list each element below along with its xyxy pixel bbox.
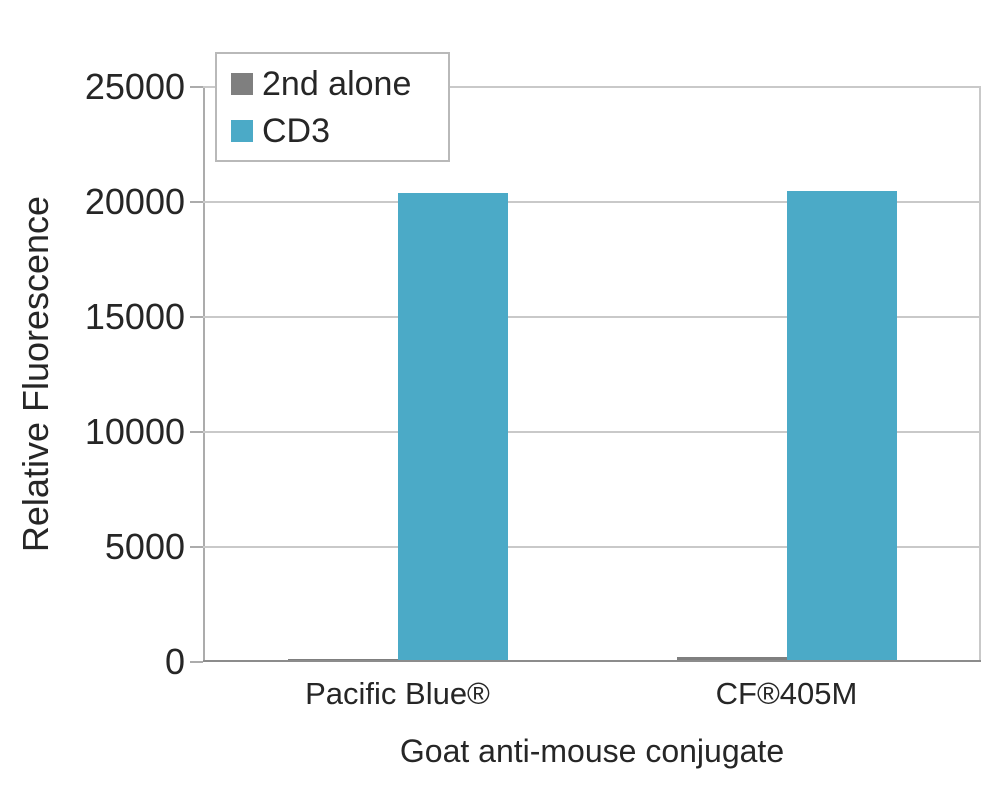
legend-swatch-cd3	[231, 119, 253, 142]
y-axis-tick	[190, 546, 203, 548]
y-axis-title: Relative Fluorescence	[15, 195, 56, 553]
gridline	[203, 546, 981, 548]
y-axis-tick	[190, 661, 203, 663]
bar-cd3-cf-405m	[786, 190, 897, 662]
gridline	[203, 86, 981, 88]
y-tick-label: 5000	[104, 526, 185, 567]
x-axis-title: Goat anti-mouse conjugate	[399, 733, 785, 769]
y-axis-tick	[190, 431, 203, 433]
plot-area	[203, 87, 981, 662]
y-axis-tick	[190, 201, 203, 203]
legend-swatch-2nd-alone	[231, 72, 253, 95]
legend-item-2nd-alone: 2nd alone	[231, 65, 448, 103]
y-tick-label: 25000	[84, 66, 185, 107]
y-tick-label: 15000	[84, 296, 185, 337]
bar-2nd-alone-cf-405m	[676, 657, 787, 662]
gridline	[203, 316, 981, 318]
y-axis-tick	[190, 86, 203, 88]
x-axis-line	[203, 660, 981, 662]
legend-label-cd3: CD3	[262, 111, 331, 150]
x-category-label: CF®405M	[715, 676, 858, 711]
bar-cd3-pacific-blue	[397, 192, 508, 662]
legend-label-2nd-alone: 2nd alone	[262, 64, 412, 103]
gridline	[203, 431, 981, 433]
x-category-label: Pacific Blue®	[305, 676, 490, 711]
y-tick-label: 0	[164, 641, 185, 682]
y-tick-label: 10000	[84, 411, 185, 452]
y-tick-label: 20000	[84, 181, 185, 222]
gridline	[203, 201, 981, 203]
legend: 2nd alone CD3	[215, 52, 450, 162]
y-axis-tick	[190, 316, 203, 318]
legend-item-cd3: CD3	[231, 112, 448, 150]
